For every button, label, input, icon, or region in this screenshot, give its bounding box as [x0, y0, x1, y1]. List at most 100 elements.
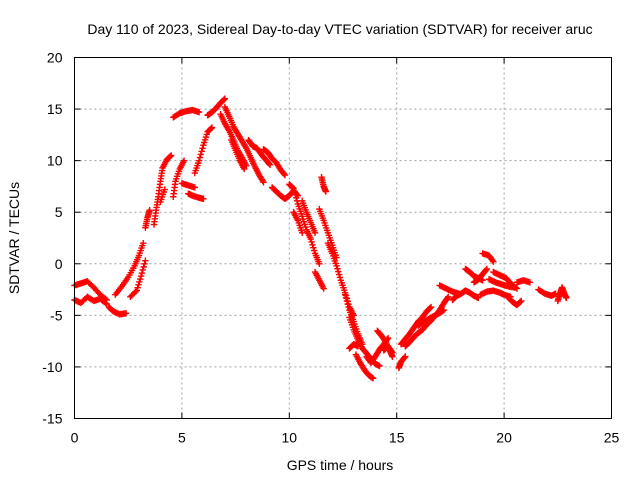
y-tick-labels: -15 -10 -5 0 5 10 15 20	[42, 50, 62, 427]
data-point	[444, 294, 451, 302]
data-point	[122, 310, 130, 317]
data-point	[167, 152, 175, 159]
data-point	[344, 300, 351, 308]
data-point	[132, 288, 139, 296]
data-point	[260, 179, 267, 186]
chart-title: Day 110 of 2023, Sidereal Day-to-day VTE…	[87, 21, 592, 37]
data-point	[316, 260, 323, 267]
data-point	[196, 154, 204, 161]
x-tick-label: 15	[389, 430, 405, 446]
data-point	[334, 265, 341, 272]
data-point	[308, 238, 315, 246]
data-point	[482, 266, 490, 274]
data-point	[427, 303, 435, 311]
data-point	[292, 191, 299, 198]
x-tick-label: 10	[282, 430, 298, 446]
data-point	[199, 145, 206, 152]
x-tick-label: 0	[71, 430, 79, 446]
data-point	[490, 258, 497, 265]
data-point	[138, 269, 146, 277]
data-point	[322, 188, 330, 195]
data-point	[136, 278, 143, 286]
x-axis-label: GPS time / hours	[287, 457, 394, 473]
data-point	[180, 157, 188, 164]
data-point	[280, 170, 288, 178]
data-point	[220, 96, 228, 103]
data-point	[335, 271, 343, 278]
data-point	[401, 354, 408, 361]
data-point	[266, 161, 274, 168]
data-point	[427, 304, 434, 312]
x-tick-labels: 0 5 10 15 20 25	[71, 430, 620, 446]
data-point	[135, 281, 142, 289]
data-point	[440, 307, 448, 314]
data-point	[198, 148, 205, 155]
data-point	[161, 186, 168, 193]
data-point	[103, 296, 110, 304]
y-tick-label: 10	[47, 153, 63, 169]
data-point	[320, 285, 327, 292]
data-point	[341, 291, 349, 298]
data-point	[483, 265, 491, 273]
data-point	[342, 294, 350, 302]
data-point	[517, 298, 524, 305]
data-point	[289, 184, 296, 191]
data-point	[310, 244, 317, 251]
data-point	[518, 297, 525, 305]
data-point	[445, 293, 452, 300]
y-tick-label: -5	[50, 307, 63, 323]
data-point	[221, 95, 229, 102]
data-point	[336, 274, 344, 281]
data-point	[240, 165, 248, 173]
data-point	[439, 307, 446, 315]
grid	[74, 57, 612, 419]
data-point	[140, 263, 147, 271]
data-point	[207, 125, 215, 132]
data-point	[369, 375, 377, 382]
data-point	[102, 295, 109, 303]
data-point	[291, 188, 298, 195]
data-point	[208, 124, 216, 131]
data-point	[311, 229, 319, 237]
data-points	[71, 95, 570, 382]
y-tick-label: -15	[42, 411, 62, 427]
data-point	[133, 287, 140, 294]
data-point	[307, 235, 314, 243]
data-point	[265, 160, 273, 167]
data-point	[139, 266, 147, 274]
y-tick-label: 20	[47, 50, 63, 66]
y-axis-label: SDTVAR / TECUs	[6, 182, 22, 294]
data-point	[309, 241, 316, 249]
data-point	[195, 157, 203, 164]
data-point	[343, 297, 351, 305]
data-point	[376, 362, 383, 370]
data-point	[311, 247, 318, 254]
data-point	[298, 229, 306, 237]
data-point	[489, 257, 496, 264]
data-point	[402, 353, 409, 360]
data-point	[335, 268, 342, 275]
y-tick-label: 15	[47, 101, 63, 117]
data-point	[167, 153, 174, 160]
data-point	[197, 151, 205, 158]
plot-frame	[74, 57, 612, 419]
data-point	[137, 272, 145, 280]
data-point	[354, 343, 362, 350]
data-point	[195, 108, 203, 116]
x-tick-label: 25	[604, 430, 620, 446]
y-tick-label: 0	[55, 256, 63, 272]
data-point	[563, 294, 570, 302]
data-point	[526, 279, 534, 286]
data-point	[140, 239, 147, 247]
data-point	[388, 348, 395, 355]
data-point	[389, 349, 396, 356]
y-tick-label: -10	[42, 359, 62, 375]
data-point	[134, 284, 141, 291]
data-point	[142, 257, 149, 264]
y-tick-label: 5	[55, 204, 63, 220]
axis-ticks	[74, 57, 612, 419]
data-point	[200, 195, 207, 203]
data-point	[137, 275, 144, 283]
x-tick-label: 5	[178, 430, 186, 446]
